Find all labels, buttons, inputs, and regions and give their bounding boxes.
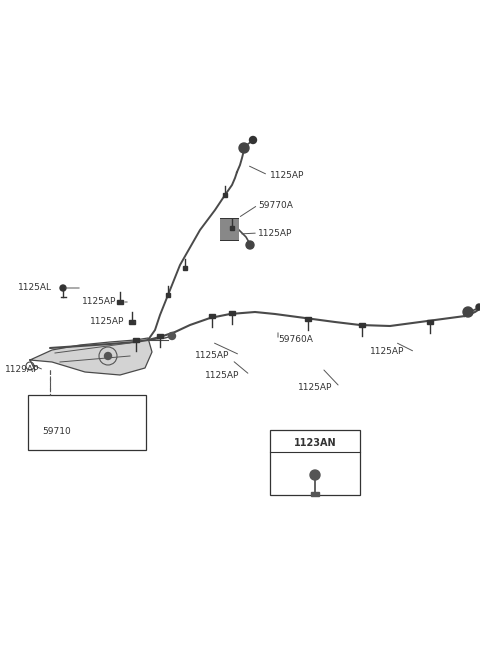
Text: 1125AP: 1125AP	[370, 348, 404, 356]
Circle shape	[463, 307, 473, 317]
Circle shape	[239, 143, 249, 153]
Text: 1123AN: 1123AN	[294, 438, 336, 448]
Circle shape	[60, 285, 66, 291]
Text: 1125AP: 1125AP	[205, 371, 240, 379]
Circle shape	[310, 470, 320, 480]
Bar	[359, 322, 365, 328]
Text: 1129AP: 1129AP	[5, 365, 39, 375]
Circle shape	[168, 333, 176, 339]
Bar	[157, 333, 163, 339]
Bar	[129, 320, 135, 324]
Circle shape	[250, 136, 256, 143]
Bar	[133, 337, 139, 343]
Bar	[209, 314, 215, 318]
Bar	[166, 293, 170, 297]
Circle shape	[476, 304, 480, 310]
Text: 59710: 59710	[42, 428, 71, 436]
Bar	[28, 395, 146, 450]
Polygon shape	[30, 338, 152, 375]
Text: 1125AP: 1125AP	[82, 297, 116, 307]
Text: 59760A: 59760A	[278, 335, 313, 345]
Circle shape	[105, 352, 111, 360]
Text: 1125AP: 1125AP	[90, 318, 124, 326]
Text: 1125AP: 1125AP	[298, 383, 332, 392]
Bar	[229, 226, 234, 230]
Bar	[220, 218, 238, 240]
Bar	[223, 193, 228, 197]
Text: 1125AP: 1125AP	[195, 350, 229, 360]
Bar	[229, 310, 235, 316]
Bar	[270, 430, 360, 495]
Bar	[311, 492, 319, 496]
Bar	[117, 300, 123, 305]
Text: 1125AP: 1125AP	[258, 229, 292, 238]
Bar	[427, 320, 433, 324]
Circle shape	[246, 241, 254, 249]
Text: 1125AL: 1125AL	[18, 284, 52, 293]
Bar	[305, 316, 311, 322]
Bar	[182, 266, 188, 270]
Text: 59770A: 59770A	[258, 200, 293, 210]
Text: 1125AP: 1125AP	[270, 170, 304, 179]
